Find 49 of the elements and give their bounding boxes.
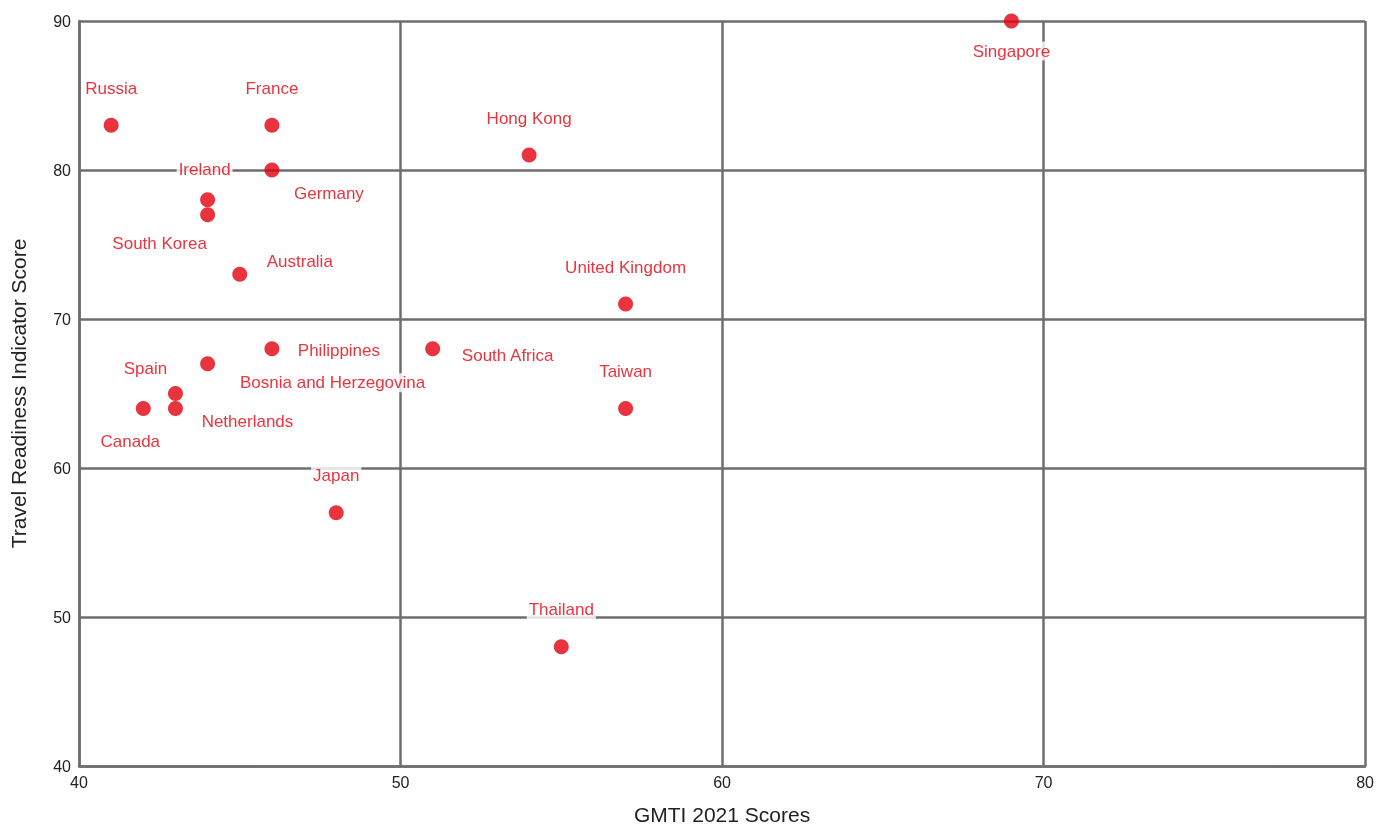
annotation: Netherlands — [201, 411, 294, 431]
annotation: Germany — [293, 183, 365, 203]
point — [200, 356, 216, 372]
point — [425, 341, 441, 357]
point — [618, 296, 634, 312]
point — [135, 400, 151, 416]
x-tick-label: 80 — [1356, 773, 1375, 791]
annotation: Australia — [266, 251, 334, 271]
y-tick-label: 90 — [53, 12, 72, 30]
y-axis-title: Travel Readiness Indicator Score — [7, 238, 30, 549]
y-tick-label: 40 — [53, 757, 72, 775]
point — [264, 341, 280, 357]
y-tick-label: 50 — [53, 608, 72, 626]
point — [1003, 13, 1019, 29]
x-axis-title: GMTI 2021 Scores — [633, 803, 811, 826]
annotation: Russia — [85, 78, 138, 98]
annotation: Spain — [123, 359, 168, 378]
annotation: Hong Kong — [486, 108, 572, 128]
point — [200, 207, 216, 223]
point — [264, 162, 280, 178]
annotation: France — [245, 78, 299, 98]
annotation: Bosnia and Herzegovina — [239, 373, 426, 393]
annotation: Ireland — [178, 160, 231, 180]
y-tick-label: 80 — [53, 161, 72, 179]
point — [618, 400, 634, 416]
point — [264, 117, 280, 133]
annotation: Japan — [313, 466, 360, 486]
y-tick-label: 60 — [53, 459, 72, 477]
annotation: South Africa — [461, 346, 555, 366]
point — [167, 386, 183, 401]
annotation: Canada — [100, 431, 161, 451]
annotation: Singapore — [972, 41, 1051, 61]
point — [103, 117, 119, 133]
annotation: Thailand — [528, 600, 594, 620]
annotation: Philippines — [297, 341, 381, 361]
x-tick-label: 70 — [1034, 773, 1053, 791]
x-tick-label: 40 — [70, 773, 88, 791]
point — [328, 505, 344, 521]
point — [553, 639, 569, 655]
point — [167, 400, 183, 416]
point — [200, 192, 216, 208]
point — [521, 147, 537, 163]
annotation: South Korea — [112, 234, 208, 254]
annotation: Taiwan — [599, 361, 653, 381]
point — [232, 266, 248, 282]
x-tick-label: 50 — [391, 773, 410, 791]
y-tick-label: 70 — [53, 310, 72, 328]
x-tick-label: 60 — [713, 773, 732, 791]
annotation: United Kingdom — [565, 257, 687, 277]
